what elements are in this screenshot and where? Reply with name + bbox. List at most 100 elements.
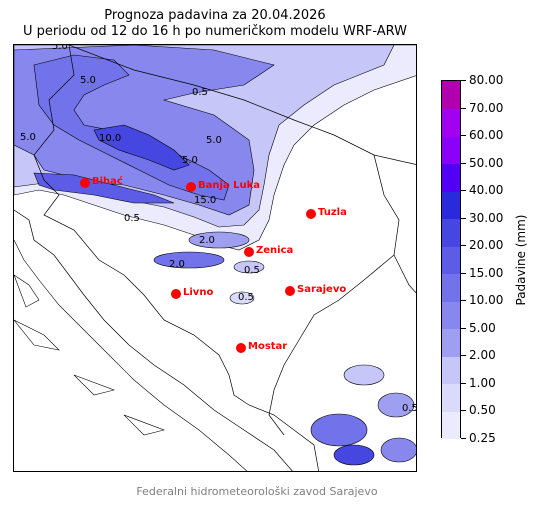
island xyxy=(73,374,116,396)
country-border xyxy=(373,154,416,294)
contour-label: 0.5 xyxy=(238,292,254,303)
colorbar-tick-label: 80.00 xyxy=(469,73,504,87)
city-dot xyxy=(306,209,316,219)
precip-cell xyxy=(188,231,250,249)
colorbar-tick xyxy=(461,163,466,164)
colorbar-tick xyxy=(461,245,466,246)
colorbar-tick-label: 1.00 xyxy=(469,376,496,390)
colorbar-tick-label: 50.00 xyxy=(469,156,504,170)
colorbar-segment xyxy=(442,108,460,137)
city-label: Bihać xyxy=(92,175,123,187)
colorbar-tick xyxy=(461,438,466,439)
colorbar-tick-label: 15.00 xyxy=(469,266,504,280)
city-label: Mostar xyxy=(248,341,287,352)
city-dot xyxy=(80,178,90,188)
city-marker: Mostar xyxy=(236,341,287,353)
precip-cell xyxy=(380,437,416,463)
precip-area-south xyxy=(33,172,175,204)
contour-label: 5.0 xyxy=(52,45,68,52)
city-label: Livno xyxy=(183,287,213,298)
colorbar-tick-label: 60.00 xyxy=(469,128,504,142)
colorbar-tick-label: 2.00 xyxy=(469,348,496,362)
city-label: Zenica xyxy=(256,245,293,256)
country-border xyxy=(268,254,395,436)
city-dot xyxy=(171,289,181,299)
city-label: Sarajevo xyxy=(297,284,346,295)
precip-cell xyxy=(229,291,255,305)
colorbar xyxy=(441,80,461,440)
city-marker: Banja Luka xyxy=(186,180,260,192)
precip-cell xyxy=(233,260,265,274)
city-marker: Livno xyxy=(171,287,213,299)
colorbar-segment xyxy=(442,163,460,192)
cities: Bihać Banja Luka Tuzla Zenica Livno Sarajevo M… xyxy=(80,175,347,353)
colorbar-segment xyxy=(442,411,460,440)
contour-label: 5.0 xyxy=(20,132,36,143)
colorbar-tick xyxy=(461,218,466,219)
colorbar-title: Padavine (mm) xyxy=(514,214,528,306)
country-border xyxy=(33,45,319,471)
city-dot xyxy=(285,286,295,296)
precipitation-map: 5.0 5.0 0.5 5.0 10.0 5.0 5.0 0.5 15.0 2.0 2.0 0.5 0.… xyxy=(13,44,417,472)
city-dot xyxy=(186,182,196,192)
colorbar-segment xyxy=(442,81,460,110)
precip-cell xyxy=(377,392,415,418)
precip-cell xyxy=(310,413,368,447)
city-marker: Zenica xyxy=(244,245,293,257)
colorbar-tick-label: 10.00 xyxy=(469,293,504,307)
colorbar-segment xyxy=(442,246,460,275)
map-subtitle: U periodu od 12 do 16 h po numeričkom mo… xyxy=(22,24,408,39)
contour-label: 0.5 xyxy=(244,265,260,276)
city-marker: Bihać xyxy=(80,175,123,188)
colorbar-tick-label: 30.00 xyxy=(469,211,504,225)
map-canvas: 5.0 5.0 0.5 5.0 10.0 5.0 5.0 0.5 15.0 2.0 2.0 0.5 0.… xyxy=(14,45,417,471)
colorbar-segment xyxy=(442,328,460,357)
colorbar-tick-label: 40.00 xyxy=(469,183,504,197)
colorbar-tick-label: 5.00 xyxy=(469,321,496,335)
contour-labels: 5.0 5.0 0.5 5.0 10.0 5.0 5.0 0.5 15.0 2.0 2.0 0.5 0.… xyxy=(20,45,417,414)
colorbar-tick xyxy=(461,300,466,301)
precip-area-20 xyxy=(93,124,190,171)
colorbar-segment xyxy=(442,218,460,247)
contour-label: 15.0 xyxy=(194,195,216,206)
colorbar-tick-label: 0.25 xyxy=(469,431,496,445)
colorbar-tick xyxy=(461,328,466,329)
country-border xyxy=(68,45,416,165)
colorbar-tick xyxy=(461,383,466,384)
city-dot xyxy=(236,343,246,353)
coastline xyxy=(14,209,293,471)
colorbar-tick xyxy=(461,135,466,136)
colorbar-segment xyxy=(442,383,460,412)
contour-label: 2.0 xyxy=(169,259,185,270)
colorbar-segment xyxy=(442,356,460,385)
city-marker: Sarajevo xyxy=(285,284,346,296)
colorbar-tick-label: 70.00 xyxy=(469,101,504,115)
city-marker: Tuzla xyxy=(306,207,347,219)
colorbar-tick xyxy=(461,80,466,81)
contour-label: 0.5 xyxy=(124,213,140,224)
island xyxy=(14,274,40,308)
contour-label: 0.5 xyxy=(192,87,208,98)
colorbar-tick xyxy=(461,190,466,191)
footer-credit: Federalni hidrometeorološki zavod Saraje… xyxy=(136,485,378,498)
colorbar-tick xyxy=(461,108,466,109)
colorbar-tick xyxy=(461,273,466,274)
city-dot xyxy=(244,247,254,257)
colorbar-tick-label: 0.50 xyxy=(469,403,496,417)
contour-label: 5.0 xyxy=(206,135,222,146)
contour-label: 0.5 xyxy=(402,403,417,414)
colorbar-tick-label: 20.00 xyxy=(469,238,504,252)
contour-label: 5.0 xyxy=(80,75,96,86)
contour-label: 10.0 xyxy=(99,133,121,144)
colorbar-segment xyxy=(442,136,460,165)
contour-label: 2.0 xyxy=(199,235,215,246)
city-label: Tuzla xyxy=(318,207,347,218)
colorbar-tick xyxy=(461,355,466,356)
precip-cell xyxy=(343,364,385,386)
island xyxy=(123,414,166,436)
contour-label: 5.0 xyxy=(182,155,198,166)
island xyxy=(14,319,60,351)
precip-cell xyxy=(153,251,225,269)
colorbar-segment xyxy=(442,273,460,302)
colorbar-tick xyxy=(461,410,466,411)
